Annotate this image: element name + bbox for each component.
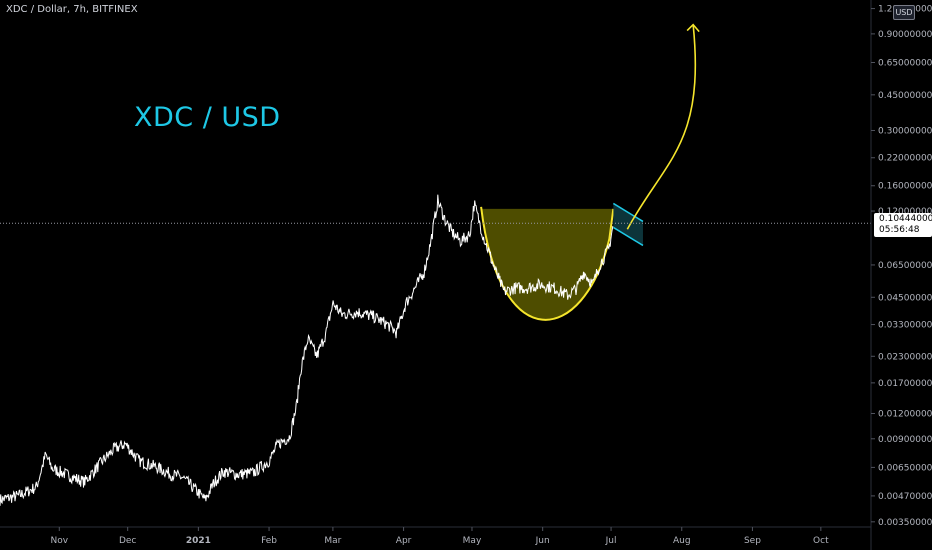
price-tick-label: 0.00470000 — [878, 492, 932, 502]
projection-curve — [626, 24, 697, 230]
flag-pattern — [612, 202, 644, 247]
symbol-info: XDC / Dollar, 7h, BITFINEX — [6, 4, 138, 15]
current-price-badge: 0.10444000 05:56:48 — [874, 213, 932, 237]
chart-title-annotation: XDC / USD — [134, 102, 281, 133]
price-tick-label: 0.16000000 — [878, 182, 932, 192]
flag-fill — [613, 203, 643, 246]
price-series — [0, 194, 614, 506]
time-tick-label: Jun — [535, 536, 550, 546]
price-tick-label: 0.03300000 — [878, 321, 932, 331]
price-tick-label: 0.01700000 — [878, 379, 932, 389]
price-tick-label: 0.01200000 — [878, 409, 932, 419]
time-tick-label: Oct — [813, 536, 829, 546]
time-tick-label: Aug — [673, 536, 691, 546]
time-tick-label: Dec — [119, 536, 136, 546]
price-tick-label: 0.00900000 — [878, 435, 932, 445]
time-tick-label: Mar — [324, 536, 341, 546]
time-tick-label: May — [463, 536, 482, 546]
price-tick-label: 0.00350000 — [878, 518, 932, 528]
currency-button[interactable]: USD — [893, 5, 915, 20]
price-axis[interactable]: 1.200000000.900000000.650000000.45000000… — [870, 0, 932, 550]
time-tick-label: Feb — [261, 536, 277, 546]
price-line — [0, 194, 614, 506]
current-price-value: 0.10444000 — [879, 214, 932, 224]
cup-fill — [481, 206, 614, 320]
time-tick-label: Apr — [396, 536, 412, 546]
price-tick-label: 0.00650000 — [878, 463, 932, 473]
flag-bottom-line — [612, 226, 644, 247]
time-tick-label: 2021 — [186, 536, 211, 546]
time-tick-label: Sep — [744, 536, 761, 546]
time-tick-label: Nov — [50, 536, 68, 546]
price-tick-label: 0.02300000 — [878, 352, 932, 362]
price-tick-label: 0.90000000 — [878, 30, 932, 40]
price-tick-label: 0.06500000 — [878, 261, 932, 271]
flag-top-line — [612, 202, 644, 223]
cup-pattern — [480, 206, 615, 321]
bar-countdown: 05:56:48 — [879, 225, 920, 235]
time-axis[interactable]: Nov Dec 2021 Feb Mar Apr May Jun Jul Aug Sep Oct — [0, 526, 871, 546]
price-tick-label: 0.30000000 — [878, 126, 932, 136]
price-tick-label: 0.65000000 — [878, 58, 932, 68]
price-tick-label: 0.45000000 — [878, 91, 932, 101]
price-tick-label: 0.04500000 — [878, 293, 932, 303]
projection-arrow — [626, 23, 700, 230]
price-tick-label: 0.22000000 — [878, 154, 932, 164]
projection-arrowhead — [686, 23, 700, 33]
time-tick-label: Jul — [605, 536, 617, 546]
